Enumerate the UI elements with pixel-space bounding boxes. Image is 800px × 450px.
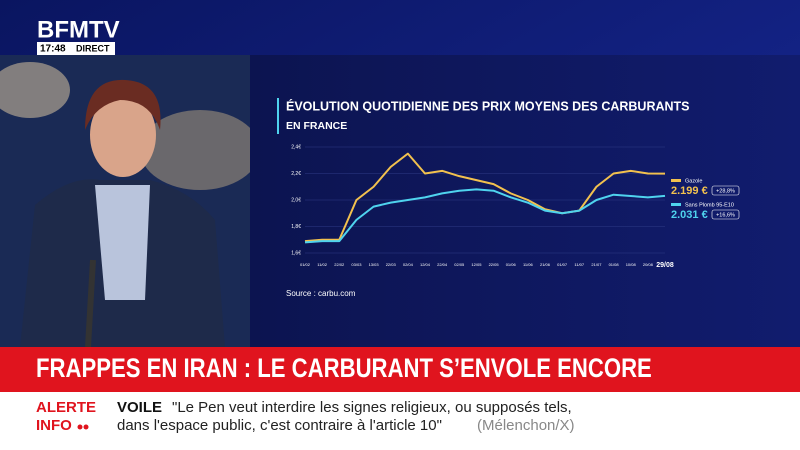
face: [90, 93, 156, 177]
legend-label: Gazole: [685, 178, 702, 184]
y-tick-label: 2,2€: [291, 171, 301, 177]
x-tick-label: 11/07: [574, 262, 584, 267]
x-tick-label: 21/07: [591, 262, 602, 267]
x-tick-label: 02/04: [403, 262, 414, 267]
chart-source: Source : carbu.com: [286, 289, 356, 298]
live: DIRECT: [76, 43, 110, 53]
ticker-quote: "Le Pen veut interdire les signes religi…: [172, 399, 572, 416]
alert-label: ALERTE: [36, 399, 96, 416]
x-tick-label: 01/08: [609, 262, 620, 267]
ticker-source: (Mélenchon/X): [477, 417, 575, 434]
x-tick-label: 11/02: [317, 262, 327, 267]
x-tick-label: 12/04: [420, 262, 431, 267]
headline-banner: [0, 347, 800, 392]
legend-swatch: [671, 179, 681, 182]
x-tick-label: 12/05: [471, 262, 482, 267]
x-tick-label: 20/08: [643, 262, 654, 267]
y-tick-label: 2,0€: [291, 197, 301, 203]
x-tick-label: 02/05: [454, 262, 465, 267]
x-tick-label: 22/04: [437, 262, 448, 267]
microphone: [85, 259, 96, 348]
series-line: [304, 188, 666, 244]
x-tick-label: 01/06: [506, 262, 517, 267]
value-label: 2.199 €: [671, 185, 708, 197]
chart-subtitle: EN FRANCE: [286, 120, 347, 132]
time: 17:48: [40, 44, 66, 55]
x-tick-label: 22/02: [334, 262, 345, 267]
y-tick-label: 1,6€: [291, 250, 301, 256]
presenter: [20, 79, 225, 348]
info-dot: [83, 424, 89, 430]
y-tick-label: 2,4€: [291, 144, 301, 150]
shirt: [95, 185, 150, 300]
hair: [85, 79, 161, 130]
ticker-quote: dans l'espace public, c'est contraire à …: [117, 417, 442, 434]
x-tick-label: 13/03: [369, 262, 380, 267]
change-pill: [711, 185, 740, 196]
legend-swatch: [671, 203, 681, 206]
ticker-bar: [0, 392, 800, 450]
x-tick-label: 10/08: [626, 262, 637, 267]
series-line: [304, 152, 666, 243]
x-tick-label: 29/08: [656, 262, 674, 269]
x-tick-label: 21/06: [540, 262, 551, 267]
map-land: [0, 62, 70, 118]
logo: BFMTV: [37, 16, 120, 43]
x-tick-label: 03/03: [351, 262, 362, 267]
plot: 1,6€ 1,8€ 2,0€ 2,2€ 2,4€ 01/02 11/02 22/02 03/03…: [291, 144, 740, 269]
change-pill: [711, 209, 740, 220]
x-tick-label: 01/07: [557, 262, 568, 267]
map-land: [140, 110, 260, 190]
y-tick-label: 1,8€: [291, 224, 301, 230]
x-tick-label: 22/05: [489, 262, 500, 267]
info-dot: [77, 424, 83, 430]
x-tick-label: 11/06: [523, 262, 533, 267]
change-label: +16,6%: [716, 212, 735, 218]
value-label: 2.031 €: [671, 209, 708, 221]
ticker-topic: VOILE: [117, 399, 162, 416]
x-tick-label: 22/03: [386, 262, 397, 267]
headline: FRAPPES EN IRAN : LE CARBURANT S’ENVOLE …: [36, 354, 652, 384]
info-label: INFO: [36, 417, 72, 434]
x-tick-label: 01/02: [300, 262, 311, 267]
change-label: +28,8%: [716, 188, 735, 194]
chart-title: ÉVOLUTION QUOTIDIENNE DES PRIX MOYENS DE…: [286, 98, 690, 113]
legend-label: Sans Plomb 95-E10: [685, 202, 734, 208]
time-box: [37, 42, 115, 55]
